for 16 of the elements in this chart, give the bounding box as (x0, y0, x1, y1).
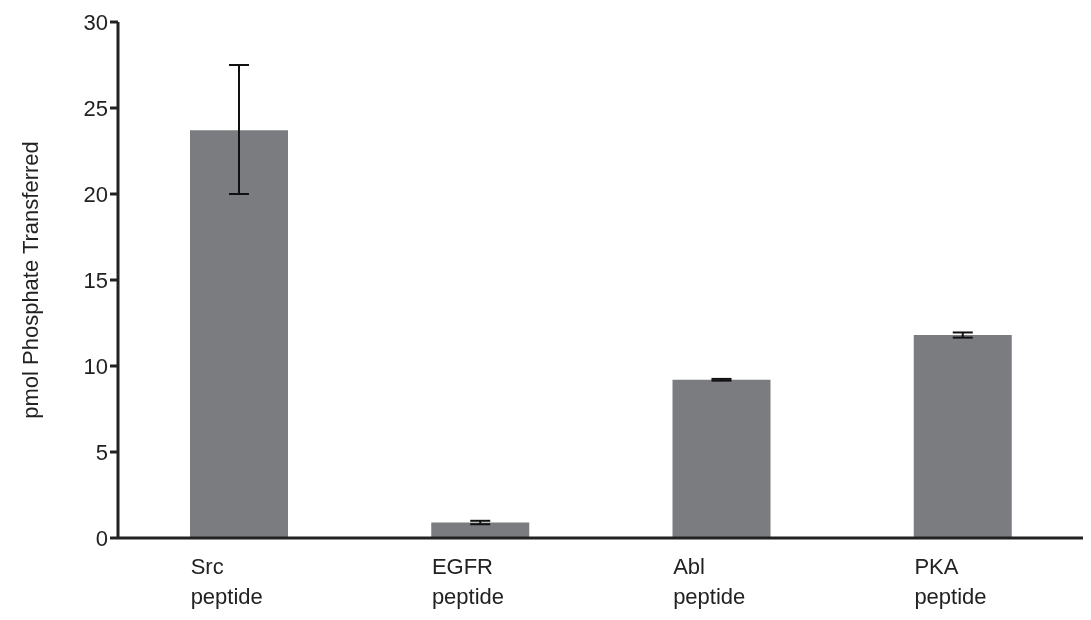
bar (672, 379, 771, 538)
bar (190, 130, 288, 538)
y-tick-label: 5 (95, 439, 108, 465)
y-tick-label: 20 (83, 181, 108, 207)
y-tick-label: 30 (83, 9, 108, 35)
bar (913, 335, 1012, 538)
x-tick-label: EGFR peptide (431, 554, 505, 609)
x-tick-label: Abl peptide (673, 554, 746, 609)
y-tick-label: 10 (83, 353, 108, 379)
y-axis-title: pmol Phosphate Transferred (17, 141, 43, 419)
y-tick-label: 0 (95, 525, 108, 551)
x-tick-label: PKA peptide (914, 554, 987, 609)
y-tick-label: 15 (83, 267, 108, 293)
x-tick-label: Src peptide (190, 554, 263, 609)
bar (431, 522, 530, 538)
y-tick-label: 25 (83, 95, 108, 121)
